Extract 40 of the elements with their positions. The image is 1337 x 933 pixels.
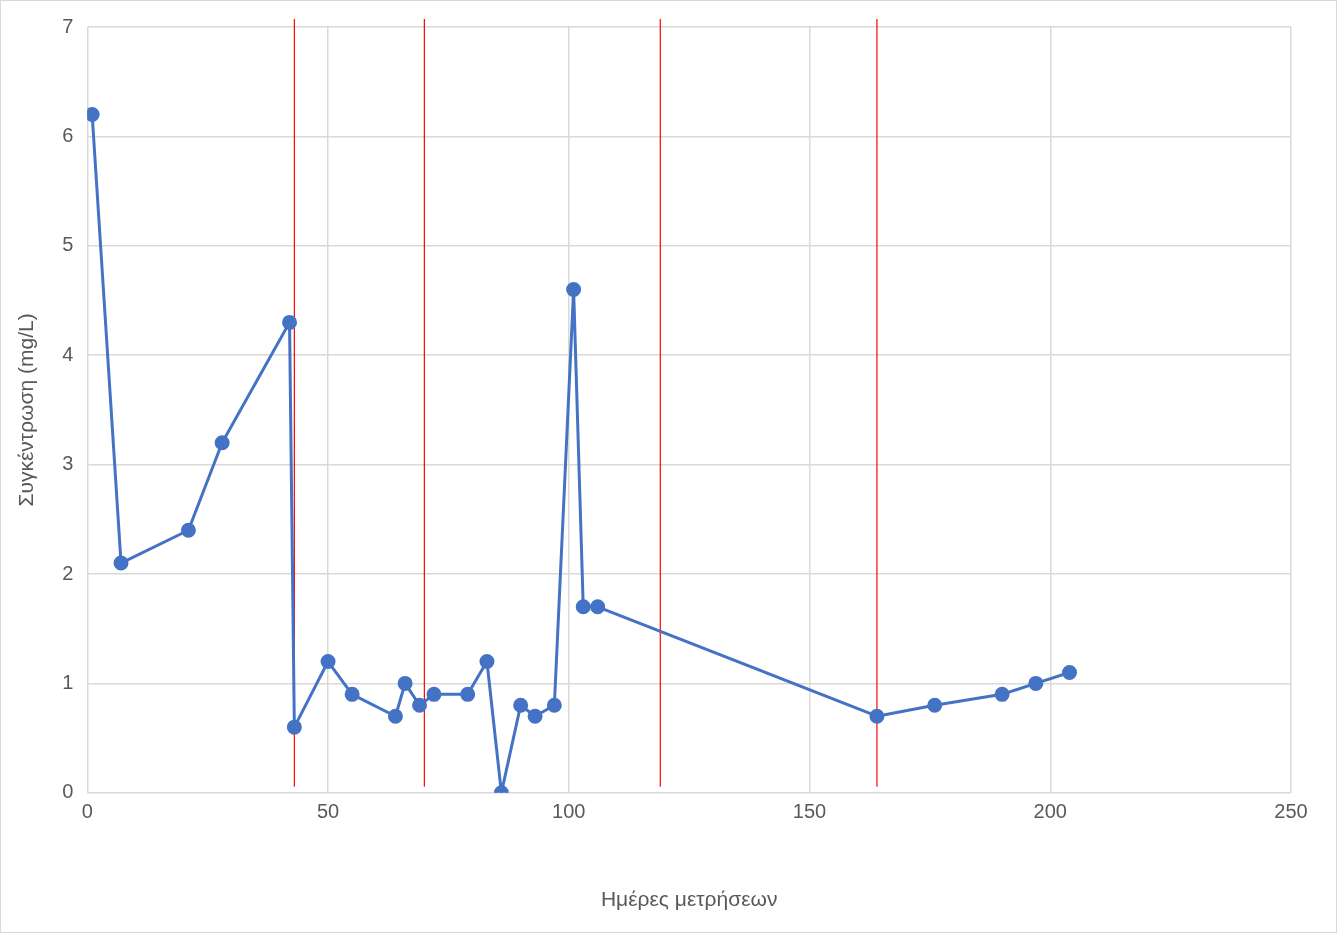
point — [286, 719, 302, 735]
x-tick-label: 250 — [1274, 800, 1308, 823]
point — [1062, 664, 1078, 680]
x-tick-label: 200 — [1033, 800, 1067, 823]
point — [387, 708, 403, 724]
x-tick-label: 0 — [81, 800, 93, 823]
point — [344, 686, 360, 702]
point — [320, 654, 336, 670]
y-axis-title: Συγκέντρωση (mg/L) — [14, 313, 38, 507]
point — [113, 555, 129, 571]
point — [180, 522, 196, 538]
x-tick-label: 150 — [792, 800, 827, 823]
point — [412, 697, 428, 713]
point — [397, 675, 413, 691]
point — [927, 697, 943, 713]
point — [590, 599, 606, 615]
y-tick-label: 4 — [62, 342, 74, 365]
point — [575, 599, 591, 615]
point — [527, 708, 543, 724]
point — [994, 686, 1010, 702]
point — [1028, 675, 1044, 691]
y-tick-label: 3 — [62, 452, 74, 475]
point — [426, 686, 442, 702]
point — [214, 435, 230, 451]
y-tick-label: 7 — [62, 14, 74, 37]
y-tick-label: 1 — [62, 670, 74, 693]
y-tick-label: 2 — [62, 561, 74, 584]
point — [479, 654, 495, 670]
point — [513, 697, 529, 713]
point — [566, 282, 582, 298]
point — [869, 708, 885, 724]
y-tick-label: 6 — [62, 123, 74, 146]
point — [460, 686, 476, 702]
x-tick-label: 100 — [552, 800, 586, 823]
y-tick-label: 0 — [62, 780, 74, 803]
point — [282, 314, 298, 330]
point — [546, 697, 562, 713]
x-axis-title: Ημέρες μετρήσεων — [600, 887, 778, 911]
y-tick-label: 5 — [62, 233, 74, 256]
x-tick-label: 50 — [316, 800, 340, 823]
